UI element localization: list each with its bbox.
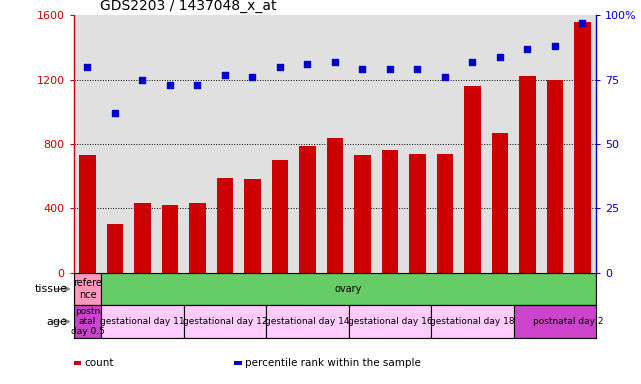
- Text: postn
atal
day 0.5: postn atal day 0.5: [71, 307, 104, 336]
- Bar: [79, 155, 96, 273]
- Bar: [189, 204, 206, 273]
- Bar: [266, 305, 349, 338]
- Bar: [437, 154, 453, 273]
- Point: [247, 74, 258, 80]
- Point: [275, 64, 285, 70]
- Bar: [74, 273, 101, 305]
- Point: [192, 82, 203, 88]
- Point: [522, 46, 533, 52]
- Bar: [431, 305, 513, 338]
- Point: [412, 66, 422, 73]
- Point: [385, 66, 395, 73]
- Point: [220, 71, 230, 78]
- Text: gestational day 18: gestational day 18: [430, 317, 515, 326]
- Bar: [574, 22, 590, 273]
- Text: ovary: ovary: [335, 284, 362, 294]
- Bar: [299, 146, 315, 273]
- Bar: [74, 305, 101, 338]
- Point: [357, 66, 367, 73]
- Bar: [272, 160, 288, 273]
- Bar: [134, 204, 151, 273]
- Text: postnatal day 2: postnatal day 2: [533, 317, 604, 326]
- Text: GDS2203 / 1437048_x_at: GDS2203 / 1437048_x_at: [100, 0, 276, 13]
- Text: tissue: tissue: [35, 284, 67, 294]
- Text: gestational day 14: gestational day 14: [265, 317, 350, 326]
- Point: [495, 53, 505, 60]
- Text: count: count: [85, 358, 114, 368]
- Bar: [354, 155, 370, 273]
- Bar: [349, 305, 431, 338]
- Bar: [162, 205, 178, 273]
- Bar: [217, 178, 233, 273]
- Point: [578, 20, 588, 26]
- Bar: [244, 179, 261, 273]
- Point: [165, 82, 175, 88]
- Bar: [101, 305, 184, 338]
- Bar: [513, 305, 624, 338]
- Bar: [184, 305, 266, 338]
- Text: gestational day 11: gestational day 11: [100, 317, 185, 326]
- Text: age: age: [46, 316, 67, 327]
- Point: [329, 59, 340, 65]
- Text: gestational day 12: gestational day 12: [183, 317, 267, 326]
- Point: [303, 61, 313, 67]
- Bar: [106, 224, 123, 273]
- Bar: [464, 86, 481, 273]
- Point: [550, 43, 560, 49]
- Point: [467, 59, 478, 65]
- Point: [110, 110, 120, 116]
- Point: [137, 76, 147, 83]
- Bar: [547, 79, 563, 273]
- Text: percentile rank within the sample: percentile rank within the sample: [245, 358, 420, 368]
- Bar: [492, 133, 508, 273]
- Bar: [519, 76, 536, 273]
- Point: [82, 64, 92, 70]
- Bar: [409, 154, 426, 273]
- Bar: [327, 137, 343, 273]
- Text: refere
nce: refere nce: [73, 278, 102, 300]
- Bar: [381, 151, 398, 273]
- Text: gestational day 16: gestational day 16: [347, 317, 432, 326]
- Point: [440, 74, 450, 80]
